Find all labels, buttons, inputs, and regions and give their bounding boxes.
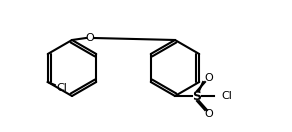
- Text: O: O: [205, 73, 213, 83]
- Text: S: S: [192, 89, 201, 103]
- Text: O: O: [86, 33, 94, 43]
- Text: Cl: Cl: [221, 91, 232, 101]
- Text: Cl: Cl: [56, 83, 67, 93]
- Text: O: O: [205, 109, 213, 119]
